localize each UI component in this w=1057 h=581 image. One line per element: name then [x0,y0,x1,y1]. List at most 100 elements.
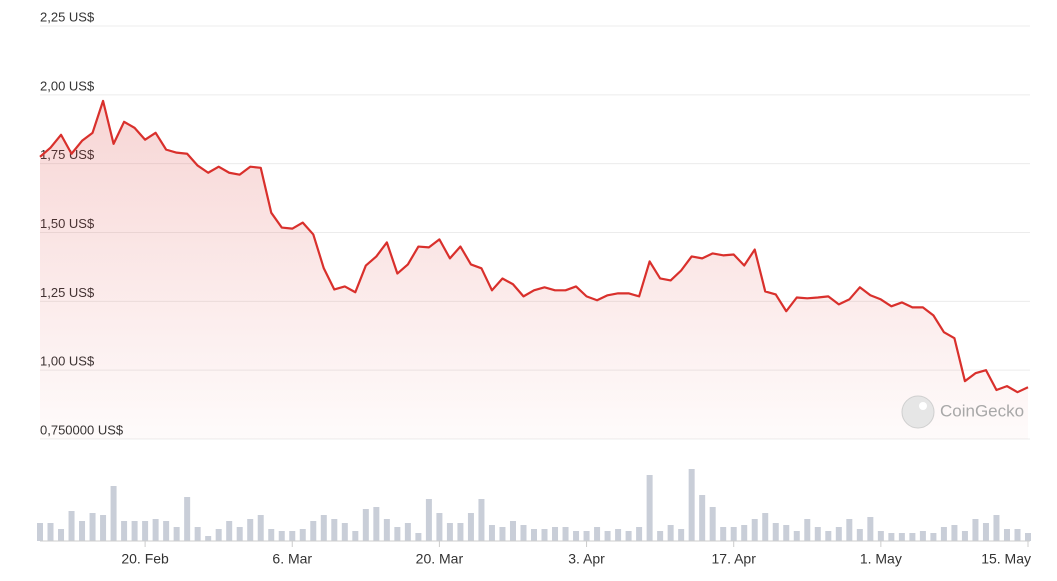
volume-bar [110,486,117,541]
volume-bar [762,513,769,541]
watermark-logo-eye [919,402,927,410]
volume-bar [846,519,853,541]
volume-bar [604,531,611,541]
watermark-text: CoinGecko [940,401,1024,420]
volume-bar [299,529,306,541]
volume-bar [37,523,43,541]
volume-bar [142,521,149,541]
volume-bar [226,521,233,541]
volume-bar [352,531,359,541]
volume-bar [877,531,884,541]
volume-bar [383,519,390,541]
x-tick-label: 6. Mar [272,551,312,567]
volume-bar [615,529,622,541]
volume-bar [121,521,128,541]
volume-bar [415,533,422,541]
volume-bar [310,521,317,541]
volume-bar [184,497,191,541]
volume-bar [58,529,65,541]
volume-bar [751,519,758,541]
volume-bar [373,507,380,541]
volume-bar [268,529,275,541]
volume-bar [457,523,464,541]
volume-bar [699,495,706,541]
volume-bar [888,533,895,541]
volume-bar [436,513,443,541]
volume-bar [741,525,748,541]
volume-bar [835,527,842,541]
volume-bar [520,525,527,541]
volume-bar [194,527,201,541]
volume-bar [478,499,485,541]
area-fill [40,100,1028,439]
volume-bar [257,515,264,541]
volume-bar [909,533,916,541]
volume-bar [804,519,811,541]
x-tick-label: 20. Feb [121,551,169,567]
volume-bar [499,527,506,541]
volume-bar [594,527,601,541]
volume-bar [1014,529,1021,541]
x-tick-label: 3. Apr [568,551,605,567]
y-tick-label: 2,00 US$ [40,78,95,93]
volume-bar [215,529,222,541]
volume-bar [552,527,559,541]
volume-bar [636,527,643,541]
volume-bar [667,525,674,541]
x-tick-label: 17. Apr [712,551,757,567]
volume-bar [783,525,790,541]
volume-bar [541,529,548,541]
volume-bar [47,523,54,541]
volume-bar [341,523,348,541]
volume-bar [173,527,180,541]
volume-bar [1025,533,1031,541]
volume-bar [856,529,863,541]
volume-bar [205,536,212,541]
volume-bar [320,515,327,541]
volume-bar [930,533,937,541]
volume-bar [562,527,569,541]
volume-bar [709,507,716,541]
volume-bar [678,529,685,541]
volume-bar [79,521,86,541]
volume-bar [898,533,905,541]
volume-bar [573,531,580,541]
volume-bar [583,531,590,541]
volume-bar [657,531,664,541]
x-tick-label: 15. May [981,551,1031,567]
volume-bar [278,531,285,541]
volume-bar [1003,529,1010,541]
volume-bar [814,527,821,541]
volume-bar [331,519,338,541]
volume-bar [772,523,779,541]
volume-bar [972,519,979,541]
volume-bar [961,531,968,541]
volume-bar [982,523,989,541]
volume-bar [531,529,537,541]
volume-bar [100,515,107,541]
volume-bar [993,515,1000,541]
volume-bar [425,499,432,541]
volume-bar [446,523,453,541]
watermark-logo [901,395,935,429]
x-tick-label: 20. Mar [416,551,464,567]
price-line [39,99,1029,394]
volume-bar [509,521,516,541]
volume-bar [720,527,727,541]
volume-bar [951,525,958,541]
volume-bar [625,531,632,541]
volume-bar [467,513,474,541]
volume-bar [793,531,800,541]
volume-bar [730,527,737,541]
y-tick-label: 2,25 US$ [40,9,95,24]
volume-bar [394,527,401,541]
volume-bar [404,523,411,541]
volume-bar [152,519,159,541]
volume-bar [362,509,369,541]
x-tick-label: 1. May [860,551,902,567]
volume-bar [867,517,874,541]
volume-bar [688,469,695,541]
